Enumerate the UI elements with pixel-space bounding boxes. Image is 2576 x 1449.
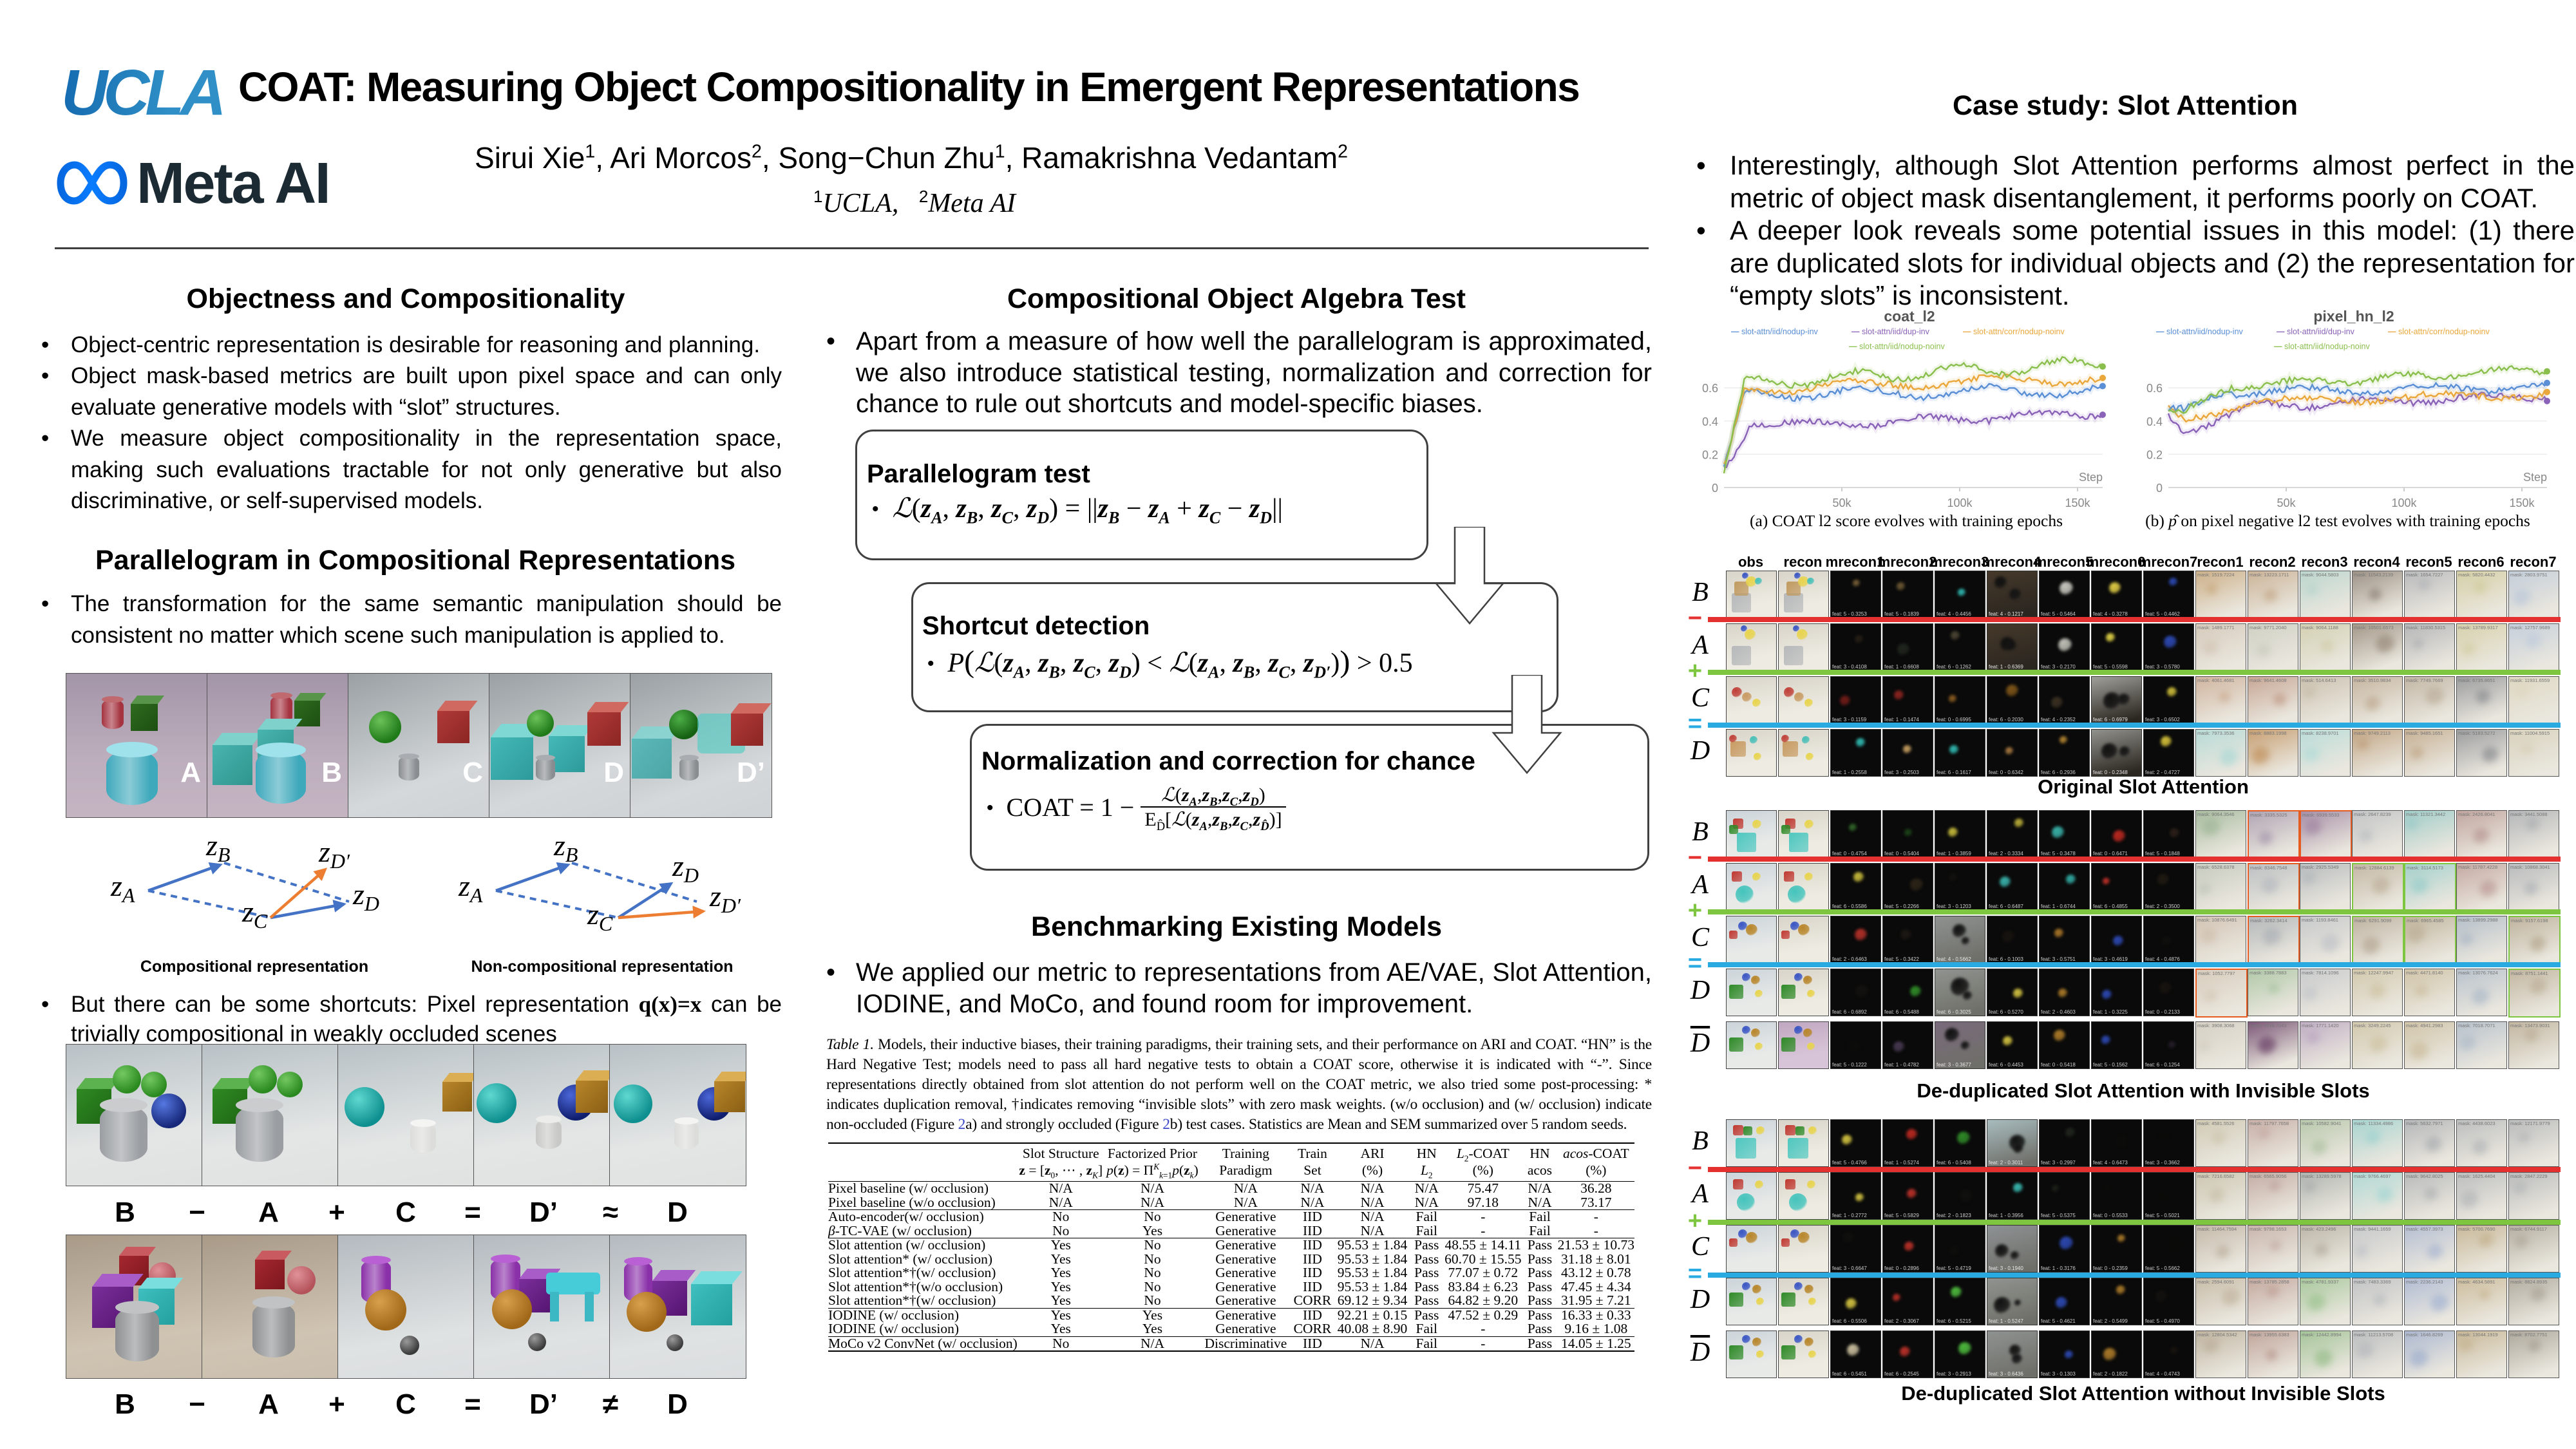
svg-text:zC: zC	[587, 898, 613, 935]
svg-text:0.6: 0.6	[2146, 382, 2163, 395]
svg-text:0.6: 0.6	[1702, 382, 1718, 395]
svg-text:100k: 100k	[1947, 497, 1973, 509]
svg-text:zD: zD	[352, 878, 379, 915]
svg-text:0.2: 0.2	[2146, 448, 2163, 461]
svg-text:zB: zB	[205, 834, 230, 866]
svg-text:Step: Step	[2523, 471, 2547, 484]
svg-text:zD: zD	[672, 849, 699, 887]
svg-text:0.4: 0.4	[1702, 415, 1718, 428]
svg-text:0: 0	[2156, 482, 2163, 495]
svg-text:zD′: zD′	[709, 880, 741, 917]
svg-text:50k: 50k	[2277, 497, 2296, 509]
svg-text:0.4: 0.4	[2146, 415, 2163, 428]
svg-text:100k: 100k	[2391, 497, 2417, 509]
svg-text:0.2: 0.2	[1702, 448, 1718, 461]
svg-text:150k: 150k	[2509, 497, 2535, 509]
svg-text:0: 0	[1712, 482, 1718, 495]
svg-text:zD′: zD′	[318, 835, 350, 873]
svg-text:Step: Step	[2079, 471, 2103, 484]
svg-text:150k: 150k	[2065, 497, 2090, 509]
svg-text:zC: zC	[242, 895, 268, 933]
svg-text:zA: zA	[458, 869, 483, 907]
svg-text:zA: zA	[110, 869, 135, 907]
svg-text:zB: zB	[553, 834, 578, 866]
svg-text:50k: 50k	[1832, 497, 1852, 509]
